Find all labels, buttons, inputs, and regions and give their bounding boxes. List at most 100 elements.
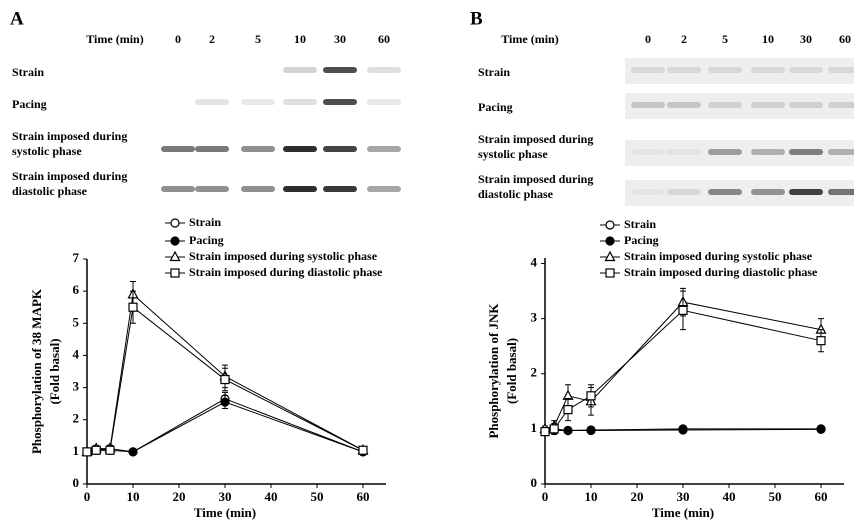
marker	[541, 428, 549, 436]
blot-band	[708, 149, 742, 155]
blot-band	[667, 149, 701, 155]
blot-row-label: Strain imposed during	[12, 169, 127, 183]
x-tick-label: 40	[723, 489, 736, 504]
x-tick-label: 20	[631, 489, 644, 504]
blot-row-label: Strain imposed during	[478, 132, 593, 146]
blot-time: 2	[681, 32, 687, 46]
blot-band	[323, 146, 357, 152]
y-axis-label: (Fold basal)	[504, 338, 519, 404]
blot-band	[161, 146, 195, 152]
y-tick-label: 2	[531, 365, 538, 380]
y-tick-label: 4	[73, 346, 80, 361]
marker	[83, 448, 91, 456]
blot-band	[789, 149, 823, 155]
marker	[129, 303, 137, 311]
x-tick-label: 0	[542, 489, 549, 504]
legend-label: Strain imposed during diastolic phase	[624, 265, 818, 279]
y-tick-label: 3	[531, 310, 538, 325]
legend-marker	[171, 269, 179, 277]
blot-band	[667, 67, 701, 73]
blot-band	[751, 102, 785, 108]
legend-label: Strain imposed during systolic phase	[624, 249, 813, 263]
blot-band	[828, 67, 854, 73]
blot-band	[828, 189, 854, 195]
marker	[221, 376, 229, 384]
blot-band	[751, 149, 785, 155]
y-tick-label: 2	[73, 411, 80, 426]
marker	[564, 406, 572, 414]
blot-time: 60	[839, 32, 851, 46]
blot-band	[241, 99, 275, 105]
x-tick-label: 0	[84, 489, 91, 504]
blot-band	[241, 146, 275, 152]
blot-band	[195, 186, 229, 192]
x-axis-label: Time (min)	[194, 505, 256, 520]
blot-row-label: systolic phase	[12, 144, 82, 158]
blot-band	[367, 146, 401, 152]
y-axis-label: Phosphorylation of JNK	[486, 303, 501, 439]
blot-row-label: diastolic phase	[12, 184, 88, 198]
blot-band	[367, 186, 401, 192]
y-tick-label: 6	[73, 282, 80, 297]
series-line	[87, 402, 363, 452]
x-tick-label: 30	[219, 489, 232, 504]
blot-band	[367, 99, 401, 105]
blot-row-label: Pacing	[12, 97, 47, 111]
blot-band	[283, 186, 317, 192]
blot-band	[323, 186, 357, 192]
blot-row-label: systolic phase	[478, 147, 548, 161]
blot-time: 60	[378, 32, 390, 46]
marker	[92, 446, 100, 454]
x-tick-label: 50	[769, 489, 782, 504]
blot-row-label: diastolic phase	[478, 187, 554, 201]
blot-band	[751, 67, 785, 73]
blot-band	[828, 149, 854, 155]
blot-band	[241, 186, 275, 192]
blot-time: 0	[175, 32, 181, 46]
blot-row-label: Strain	[12, 65, 44, 79]
marker	[129, 448, 137, 456]
x-tick-label: 20	[173, 489, 186, 504]
x-axis-label: Time (min)	[652, 505, 714, 520]
blot-band	[708, 102, 742, 108]
blot-band	[631, 149, 665, 155]
blot-time: 30	[334, 32, 346, 46]
legend-label: Strain imposed during diastolic phase	[189, 265, 383, 279]
blot-band	[631, 102, 665, 108]
panel-label: A	[10, 8, 24, 29]
blot-time: 30	[800, 32, 812, 46]
legend-label: Strain imposed during systolic phase	[189, 249, 378, 263]
blot-band	[708, 189, 742, 195]
legend-label: Strain	[189, 215, 221, 229]
blot-time: 10	[762, 32, 774, 46]
blot-band	[367, 67, 401, 73]
marker	[679, 426, 687, 434]
legend-label: Pacing	[624, 233, 659, 247]
blot-time: 5	[255, 32, 261, 46]
blot-band	[789, 102, 823, 108]
marker	[587, 427, 595, 435]
y-axis-label: Phosphorylation of 38 MAPK	[29, 288, 44, 454]
blot-band	[323, 67, 357, 73]
y-tick-label: 0	[73, 475, 80, 490]
figure: ATime (min)025103060StrainPacingStrain i…	[0, 0, 854, 529]
blot-row-label: Strain imposed during	[478, 172, 593, 186]
y-tick-label: 1	[73, 443, 80, 458]
y-tick-label: 5	[73, 314, 80, 329]
y-tick-label: 3	[73, 379, 80, 394]
y-tick-label: 0	[531, 475, 538, 490]
x-tick-label: 30	[677, 489, 690, 504]
legend-marker	[606, 252, 615, 261]
x-tick-label: 60	[815, 489, 828, 504]
legend-label: Pacing	[189, 233, 224, 247]
y-tick-label: 7	[73, 250, 80, 265]
legend-marker	[606, 221, 614, 229]
x-tick-label: 40	[265, 489, 278, 504]
marker	[587, 392, 595, 400]
blot-time: 2	[209, 32, 215, 46]
blot-band	[195, 99, 229, 105]
panel-label: B	[470, 8, 483, 29]
legend-marker	[171, 252, 180, 261]
legend-marker	[171, 219, 179, 227]
blot-time: 0	[645, 32, 651, 46]
